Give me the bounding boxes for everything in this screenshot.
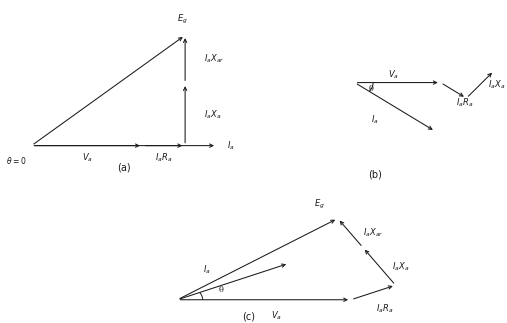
Text: $I_aX_a$: $I_aX_a$ [204, 108, 221, 121]
Text: $V_a$: $V_a$ [271, 309, 282, 322]
Text: $E_g$: $E_g$ [314, 198, 325, 211]
Text: $I_a$: $I_a$ [371, 113, 379, 126]
Text: $I_a$: $I_a$ [203, 263, 211, 276]
Text: $I_aR_a$: $I_aR_a$ [155, 151, 172, 164]
Text: (c): (c) [242, 311, 255, 321]
Text: θ: θ [369, 85, 374, 93]
Text: (a): (a) [118, 163, 131, 173]
Text: $E_g$: $E_g$ [177, 13, 188, 26]
Text: (b): (b) [368, 169, 382, 179]
Text: θ: θ [219, 286, 224, 294]
Text: $I_aR_a$: $I_aR_a$ [376, 302, 394, 315]
Text: $I_aX_a$: $I_aX_a$ [488, 78, 505, 91]
Text: $V_a$: $V_a$ [388, 68, 399, 81]
Text: $I_aX_{ar}$: $I_aX_{ar}$ [363, 227, 383, 239]
Text: $I_aX_a$: $I_aX_a$ [392, 260, 409, 273]
Text: $\theta{=}0$: $\theta{=}0$ [6, 155, 26, 166]
Text: $V_a$: $V_a$ [82, 151, 93, 164]
Text: $I_aX_{ar}$: $I_aX_{ar}$ [204, 53, 224, 66]
Text: $I_a$: $I_a$ [228, 140, 235, 152]
Text: $I_aR_a$: $I_aR_a$ [455, 97, 473, 109]
